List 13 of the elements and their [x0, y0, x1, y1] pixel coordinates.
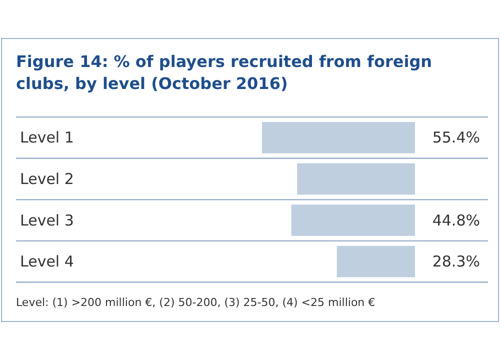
chart-title: Figure 14: % of players recruited from foreign clubs, by level (October 2016) [16, 52, 432, 93]
data-label: 55.4% [432, 128, 480, 147]
bar [262, 122, 415, 154]
y-tick-label: Level 2 [20, 170, 74, 188]
bar [336, 246, 415, 278]
bar [291, 204, 415, 236]
text: Level: (1) >200 million €, (2) 50-200, (3) 25-50, (4) <25 million € [16, 296, 376, 310]
y-tick-label: Level 1 [20, 128, 74, 147]
data-label: 44.8% [432, 211, 480, 230]
y-tick-label: Level 4 [20, 252, 74, 271]
y-tick-label: Level 3 [20, 211, 74, 230]
data-label: 28.3% [432, 252, 480, 271]
bar [297, 163, 415, 195]
